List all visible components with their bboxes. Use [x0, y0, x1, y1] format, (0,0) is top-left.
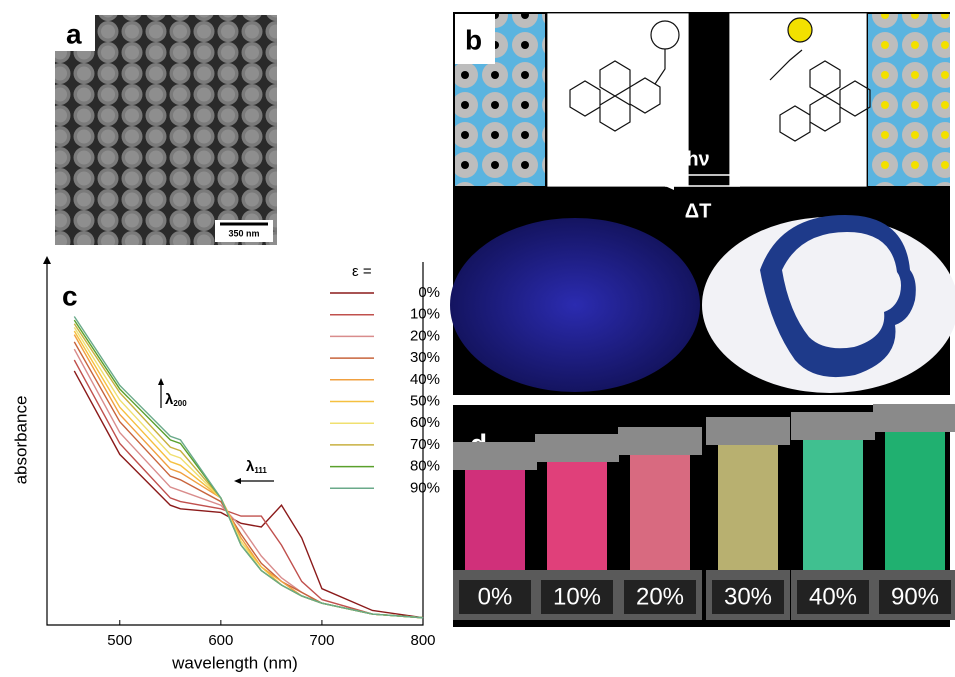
series-line: [73, 348, 424, 619]
legend-label: 70%: [410, 436, 440, 453]
clamp: [618, 427, 702, 455]
strain-label: 0%: [478, 583, 513, 610]
panel-label: b: [465, 24, 482, 55]
annotation: λ111: [246, 458, 267, 475]
arrow-head: [731, 171, 740, 179]
strain-label: 40%: [809, 583, 857, 610]
x-tick-label: 700: [309, 632, 334, 649]
gel-strip: [718, 445, 778, 570]
gel-strip: [630, 455, 690, 570]
pore-array: [868, 14, 950, 186]
axis-arrow: [43, 256, 51, 264]
label-box: [55, 15, 95, 51]
annotation-symbol: λ: [246, 458, 255, 475]
legend-label: 90%: [410, 479, 440, 496]
series-line: [73, 334, 424, 619]
label-box: [712, 580, 784, 614]
label-box: [797, 580, 869, 614]
label-box: [624, 580, 696, 614]
series-line: [73, 341, 424, 619]
strain-label: 20%: [636, 583, 684, 610]
legend-label: 20%: [410, 327, 440, 344]
gel-strip: [885, 432, 945, 570]
arrow-head: [665, 182, 674, 190]
panel-c: c 500 600 700 800 wavelength (nm) absorbance ε …: [11, 256, 440, 672]
legend-label: 40%: [410, 371, 440, 388]
legend-label: 30%: [410, 349, 440, 366]
annotation: λ200: [165, 391, 187, 408]
x-tick-label: 800: [410, 632, 435, 649]
panel-label: c: [62, 280, 78, 311]
x-tick-label: 600: [208, 632, 233, 649]
label-box: [459, 580, 531, 614]
legend-title: ε =: [352, 263, 372, 280]
panel-b: b hν ΔT: [450, 12, 955, 395]
annotation-arrow-head: [234, 478, 241, 484]
gel-strip: [465, 470, 525, 570]
backward-label: ΔT: [685, 200, 712, 222]
y-axis-label: absorbance: [11, 396, 30, 485]
panel-d: d 0%10%20%30%40%90%: [453, 404, 955, 627]
strain-label: 30%: [724, 583, 772, 610]
tem-image: [55, 15, 277, 245]
label-box: [455, 14, 495, 64]
series-line: [73, 359, 424, 619]
series-line: [73, 370, 424, 619]
gel-strip: [803, 440, 863, 570]
label-box: [879, 580, 951, 614]
legend-label: 10%: [410, 306, 440, 323]
clamp: [791, 412, 875, 440]
axis-frame: [46, 262, 424, 626]
x-tick-label: 500: [107, 632, 132, 649]
panel-label: a: [66, 18, 82, 49]
legend-label: 0%: [418, 284, 440, 301]
sample-disk: [450, 218, 700, 392]
panel-a: a 350 nm: [55, 15, 277, 245]
x-axis-label: wavelength (nm): [171, 653, 298, 672]
clamp: [535, 434, 619, 462]
scale-label: 350 nm: [228, 228, 259, 238]
annotation-subscript: 200: [173, 399, 187, 408]
clamp: [706, 417, 790, 445]
clamp: [873, 404, 955, 432]
clamp: [453, 442, 537, 470]
strain-label: 90%: [891, 583, 939, 610]
gel-strip: [547, 462, 607, 570]
label-box: [541, 580, 613, 614]
legend-label: 60%: [410, 414, 440, 431]
legend-label: 50%: [410, 392, 440, 409]
legend-label: 80%: [410, 458, 440, 475]
strain-label: 10%: [553, 583, 601, 610]
annotation-symbol: λ: [165, 391, 174, 408]
series-line: [73, 316, 424, 619]
molecule-sketch: [547, 13, 871, 187]
forward-label: hν: [686, 148, 709, 170]
annotation-subscript: 111: [254, 466, 267, 475]
annotation-arrow-head: [158, 378, 164, 385]
logo-face: [782, 232, 901, 349]
